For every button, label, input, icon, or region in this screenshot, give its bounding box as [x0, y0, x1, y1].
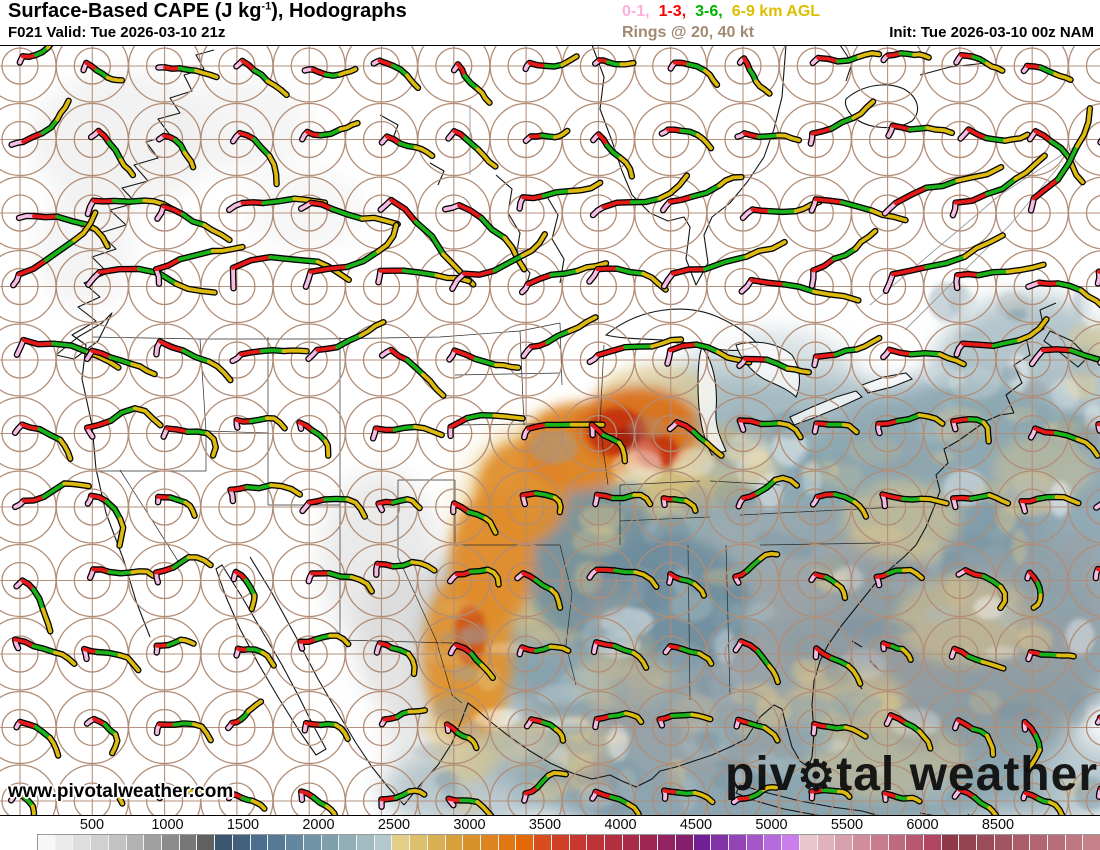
colorbar-cell: [108, 835, 127, 850]
colorbar-cell: [906, 835, 924, 850]
colorbar-cell: [977, 835, 995, 850]
legend-0-1km: 0-1,: [622, 3, 650, 20]
colorbar-tick-label: 1000: [151, 817, 184, 833]
colorbar-cell: [197, 835, 216, 850]
map-canvas: www.pivotalweather.com piv⚙tal weather: [0, 29, 1100, 850]
colorbar-cell: [73, 835, 92, 850]
colorbar-cell: [605, 835, 623, 850]
valid-time-label: F021 Valid: Tue 2026-03-10 21z: [8, 24, 226, 41]
hodograph-traces: [7, 33, 1100, 827]
colorbar-tick-label: 4500: [679, 817, 713, 833]
colorbar-cell: [640, 835, 659, 850]
colorbar-cell: [480, 835, 499, 850]
cape-mottle-texture: [411, 281, 1100, 821]
map-header: Surface-Based CAPE (J kg-1), Hodographs …: [0, 0, 1100, 45]
colorbar-cell: [374, 835, 393, 850]
colorbar-cell: [1083, 835, 1100, 850]
brand-watermark: piv⚙tal weather: [725, 748, 1098, 801]
colorbar-cell: [1047, 835, 1066, 850]
colorbar-cell: [410, 835, 428, 850]
colorbar-cell: [729, 835, 747, 850]
colorbar-cell: [356, 835, 375, 850]
colorbar-cell: [268, 835, 287, 850]
colorbar-cell: [941, 835, 960, 850]
title-superscript: -1: [261, 0, 272, 13]
colorbar-cell: [835, 835, 854, 850]
colorbar-cell: [675, 835, 694, 850]
colorbar-cell: [711, 835, 730, 850]
colorbar-cell: [923, 835, 942, 850]
colorbar-tick-label: 3500: [528, 817, 562, 833]
legend-6-9km: 6-9 km AGL: [731, 3, 821, 20]
colorbar-tick-label: 1500: [226, 817, 260, 833]
colorbar-cell: [392, 835, 411, 850]
colorbar-cell: [162, 835, 180, 850]
colorbar-cell: [427, 835, 446, 850]
colorbar-scale: [37, 834, 1100, 850]
colorbar-cell: [232, 835, 251, 850]
colorbar-cell: [746, 835, 765, 850]
colorbar-cell: [782, 835, 800, 850]
colorbar-cell: [215, 835, 233, 850]
colorbar-tick-label: 500: [79, 817, 105, 833]
colorbar-tick-label: 2000: [302, 817, 335, 833]
colorbar-cell: [303, 835, 322, 850]
colorbar-tick-label: 8500: [981, 817, 1015, 833]
legend-1-3km: 1-3,: [658, 3, 687, 20]
page-title: Surface-Based CAPE (J kg-1), Hodographs: [8, 0, 407, 22]
colorbar-cell: [286, 835, 304, 850]
colorbar-cell: [1012, 835, 1031, 850]
colorbar-cell: [658, 835, 676, 850]
colorbar-cell: [91, 835, 109, 850]
colorbar-cell: [339, 835, 357, 850]
colorbar-cell: [888, 835, 907, 850]
legend-3-6km: 3-6,: [695, 3, 723, 20]
colorbar-cell: [569, 835, 588, 850]
colorbar-cell: [994, 835, 1013, 850]
colorbar-cell: [126, 835, 145, 850]
rings-label: Rings @ 20, 40 kt: [622, 24, 755, 41]
colorbar-cell: [516, 835, 535, 850]
colorbar-tick-label: 4000: [604, 817, 637, 833]
website-watermark: www.pivotalweather.com: [8, 781, 234, 802]
colorbar-cell: [1030, 835, 1048, 850]
colorbar-cell: [498, 835, 517, 850]
colorbar-cell: [250, 835, 269, 850]
colorbar-cell: [144, 835, 163, 850]
colorbar-cell: [321, 835, 340, 850]
colorbar-cell: [445, 835, 464, 850]
colorbar-tick-label: 5000: [755, 817, 788, 833]
colorbar-tick-label: 2500: [377, 817, 411, 833]
colorbar-cell: [799, 835, 818, 850]
colorbar-cell: [463, 835, 481, 850]
colorbar-tick-label: 3000: [453, 817, 486, 833]
colorbar-cell: [1065, 835, 1084, 850]
colorbar-cell: [534, 835, 552, 850]
colorbar-cell: [622, 835, 641, 850]
colorbar-cell: [764, 835, 783, 850]
colorbar-cell: [959, 835, 978, 850]
colorbar-cell: [38, 835, 56, 850]
colorbar-cell: [551, 835, 570, 850]
colorbar-cell: [55, 835, 74, 850]
gear-icon: ⚙: [797, 752, 837, 799]
hodograph-layer-legend: 0-1, 1-3, 3-6, 6-9 km AGL: [622, 3, 820, 21]
colorbar-area: 500 1000 1500 2000 2500 3000 3500 4000 4500 5000 5…: [0, 815, 1100, 850]
colorbar-cell: [853, 835, 871, 850]
colorbar-tick-label: 6000: [906, 817, 939, 833]
colorbar-cell: [179, 835, 198, 850]
init-time-label: Init: Tue 2026-03-10 00z NAM: [889, 24, 1094, 41]
colorbar-cell: [693, 835, 712, 850]
colorbar-cell: [587, 835, 605, 850]
weather-map-svg: [0, 29, 1100, 850]
colorbar-tick-label: 5500: [830, 817, 864, 833]
colorbar-cell: [817, 835, 836, 850]
colorbar-cell: [870, 835, 889, 850]
